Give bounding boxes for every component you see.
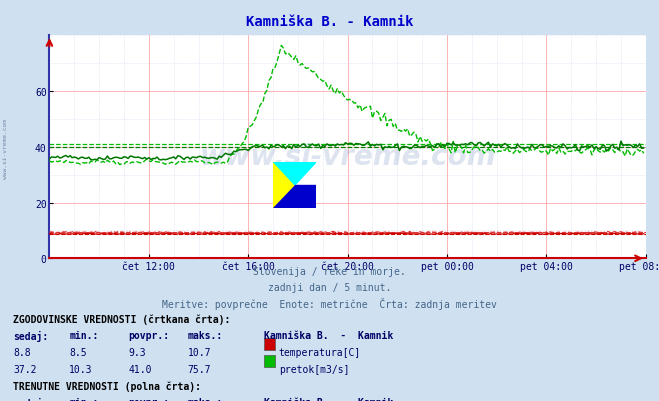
Text: maks.:: maks.: (188, 330, 223, 340)
Text: temperatura[C]: temperatura[C] (279, 347, 361, 357)
Text: maks.:: maks.: (188, 397, 223, 401)
Text: Kamniška B.  -  Kamnik: Kamniška B. - Kamnik (264, 330, 393, 340)
Polygon shape (273, 162, 295, 209)
Text: 41.0: 41.0 (129, 364, 152, 374)
Text: sedaj:: sedaj: (13, 330, 48, 341)
Polygon shape (273, 185, 316, 209)
Text: 10.7: 10.7 (188, 347, 212, 357)
Text: min.:: min.: (69, 330, 99, 340)
Text: 8.5: 8.5 (69, 347, 87, 357)
Text: sedaj:: sedaj: (13, 397, 48, 401)
Text: www.si-vreme.com: www.si-vreme.com (200, 142, 496, 170)
Text: ZGODOVINSKE VREDNOSTI (črtkana črta):: ZGODOVINSKE VREDNOSTI (črtkana črta): (13, 314, 231, 324)
Text: TRENUTNE VREDNOSTI (polna črta):: TRENUTNE VREDNOSTI (polna črta): (13, 380, 201, 391)
Text: zadnji dan / 5 minut.: zadnji dan / 5 minut. (268, 282, 391, 292)
Text: 10.3: 10.3 (69, 364, 93, 374)
Text: povpr.:: povpr.: (129, 330, 169, 340)
Text: Kamniška B. - Kamnik: Kamniška B. - Kamnik (246, 15, 413, 29)
Text: www.si-vreme.com: www.si-vreme.com (3, 118, 8, 178)
Text: 75.7: 75.7 (188, 364, 212, 374)
Text: 8.8: 8.8 (13, 347, 31, 357)
Text: Kamniška B.  -  Kamnik: Kamniška B. - Kamnik (264, 397, 393, 401)
Text: Slovenija / reke in morje.: Slovenija / reke in morje. (253, 267, 406, 277)
Text: 37.2: 37.2 (13, 364, 37, 374)
Text: min.:: min.: (69, 397, 99, 401)
Text: povpr.:: povpr.: (129, 397, 169, 401)
Text: pretok[m3/s]: pretok[m3/s] (279, 364, 349, 374)
Text: 9.3: 9.3 (129, 347, 146, 357)
Text: Meritve: povprečne  Enote: metrične  Črta: zadnja meritev: Meritve: povprečne Enote: metrične Črta:… (162, 297, 497, 309)
Polygon shape (273, 162, 316, 185)
